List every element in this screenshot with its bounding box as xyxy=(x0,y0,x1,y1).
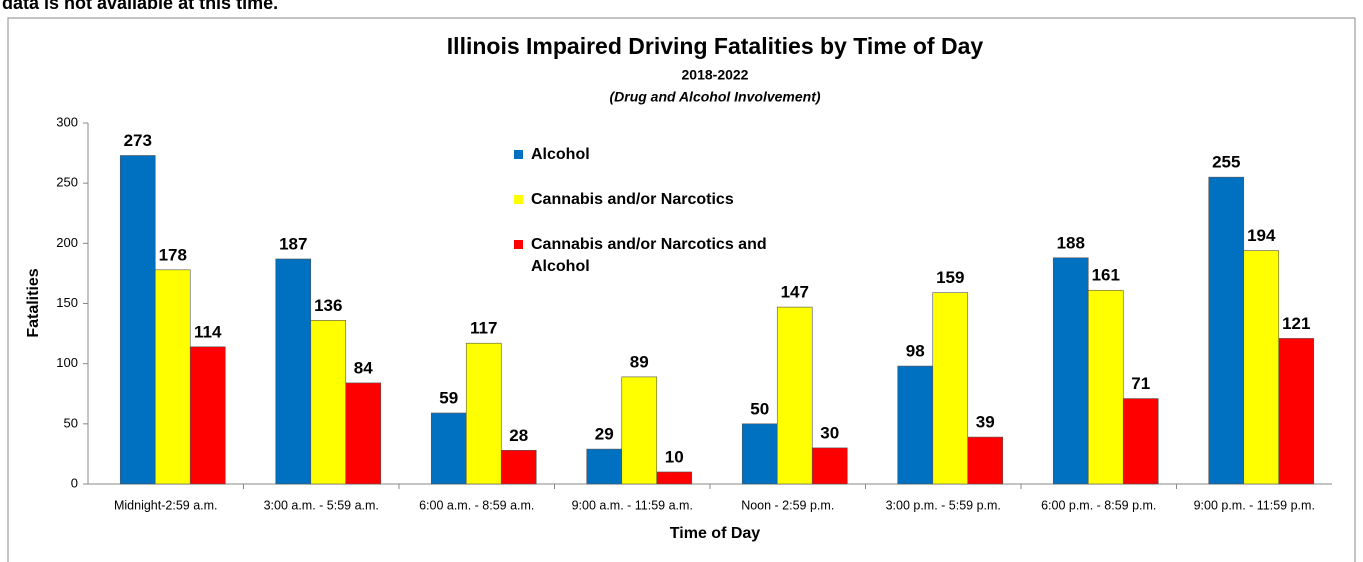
data-label: 121 xyxy=(1282,314,1310,333)
bar xyxy=(586,448,623,485)
bar xyxy=(932,292,969,485)
data-label: 178 xyxy=(159,245,187,264)
bar xyxy=(741,423,778,485)
y-tick-label: 0 xyxy=(71,475,78,490)
bar xyxy=(430,412,467,485)
x-axis-label: Time of Day xyxy=(670,525,761,542)
data-label: 114 xyxy=(194,322,222,341)
y-tick-label: 150 xyxy=(56,295,78,310)
data-label: 84 xyxy=(354,358,373,377)
data-label: 159 xyxy=(936,268,964,287)
bar xyxy=(465,342,502,485)
data-label: 39 xyxy=(976,413,995,432)
x-tick-label: 9:00 p.m. - 11:59 p.m. xyxy=(1194,498,1315,512)
chart-title: Illinois Impaired Driving Fatalities by … xyxy=(447,33,984,59)
data-label: 10 xyxy=(665,447,684,466)
legend-item: Cannabis and/or Narcotics and Alcohol xyxy=(514,234,824,278)
data-label: 161 xyxy=(1092,266,1120,285)
bar xyxy=(189,346,226,485)
y-tick-label: 300 xyxy=(56,114,78,129)
data-label: 50 xyxy=(750,399,769,418)
legend-swatch xyxy=(514,150,523,159)
legend-label: Alcohol xyxy=(531,146,590,163)
legend-swatch xyxy=(514,240,523,249)
bar xyxy=(345,382,382,485)
data-label: 28 xyxy=(509,426,528,445)
data-label: 71 xyxy=(1131,374,1150,393)
bar xyxy=(656,471,693,485)
x-tick-label: Midnight-2:59 a.m. xyxy=(114,498,218,512)
data-label: 117 xyxy=(470,319,497,338)
chart-subtitle: 2018-2022 xyxy=(682,67,749,83)
data-label: 188 xyxy=(1057,233,1085,252)
bar xyxy=(154,269,191,485)
x-tick-label: 3:00 a.m. - 5:59 a.m. xyxy=(264,498,379,512)
bar xyxy=(1278,338,1315,485)
bar xyxy=(967,436,1004,485)
data-label: 187 xyxy=(279,234,307,253)
data-label: 273 xyxy=(124,131,152,150)
y-tick-label: 250 xyxy=(56,175,78,190)
bar xyxy=(776,306,813,485)
bar xyxy=(621,376,658,485)
data-label: 98 xyxy=(906,342,925,361)
data-label: 89 xyxy=(630,352,649,371)
bar xyxy=(1122,398,1159,485)
y-tick-label: 100 xyxy=(56,355,78,370)
note: data is not available at this time. xyxy=(2,0,278,13)
bar xyxy=(500,450,537,485)
bar xyxy=(310,320,347,485)
legend-swatch xyxy=(514,195,523,204)
x-tick-label: 3:00 p.m. - 5:59 p.m. xyxy=(886,498,1001,512)
bar xyxy=(811,447,848,485)
data-label: 59 xyxy=(439,388,458,407)
chart-subtitle: (Drug and Alcohol Involvement) xyxy=(609,89,820,105)
data-label: 136 xyxy=(314,296,342,315)
bar xyxy=(119,155,156,485)
x-tick-label: Noon - 2:59 p.m. xyxy=(741,498,834,512)
bar xyxy=(897,365,934,485)
bar xyxy=(1087,289,1124,485)
data-label: 30 xyxy=(820,423,839,442)
legend-label: Cannabis and/or Narcotics xyxy=(531,191,734,208)
bar xyxy=(275,258,312,485)
y-axis-label: Fatalities xyxy=(25,268,42,337)
x-tick-label: 6:00 a.m. - 8:59 a.m. xyxy=(419,498,534,512)
bar xyxy=(1208,176,1245,485)
legend-label: Cannabis and/or Narcotics and Alcohol xyxy=(531,236,767,275)
data-label: 147 xyxy=(781,283,809,302)
data-label: 29 xyxy=(595,425,614,444)
y-tick-label: 200 xyxy=(56,235,78,250)
bar xyxy=(1052,257,1089,485)
y-tick-label: 50 xyxy=(64,415,78,430)
bar xyxy=(1243,250,1280,485)
x-tick-label: 9:00 a.m. - 11:59 a.m. xyxy=(572,498,693,512)
legend-item: Alcohol xyxy=(514,144,824,166)
x-tick-label: 6:00 p.m. - 8:59 p.m. xyxy=(1041,498,1156,512)
data-label: 255 xyxy=(1212,153,1240,172)
legend-item: Cannabis and/or Narcotics xyxy=(514,189,824,211)
data-label: 194 xyxy=(1247,226,1276,245)
